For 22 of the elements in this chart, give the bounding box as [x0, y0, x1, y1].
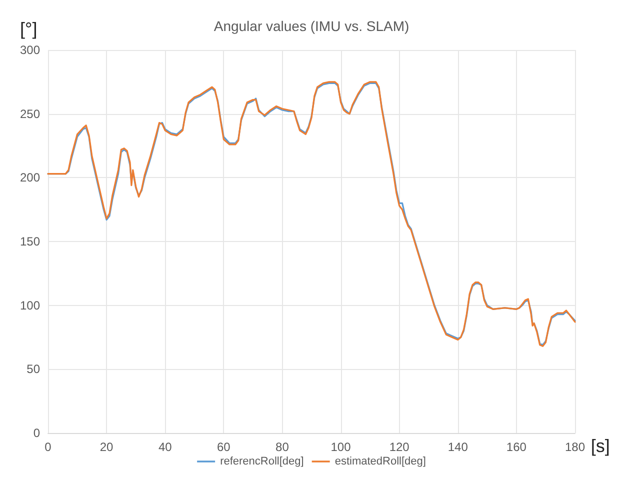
x-tick-label: 100 [330, 440, 352, 454]
legend-label: estimatedRoll[deg] [334, 456, 426, 468]
x-tick-label: 120 [389, 440, 410, 454]
x-tick-label: 40 [158, 440, 172, 454]
chart-title: Angular values (IMU vs. SLAM) [214, 18, 410, 34]
x-tick-label: 140 [448, 440, 468, 454]
y-tick-label: 300 [20, 43, 40, 57]
x-tick-label: 20 [100, 440, 114, 454]
y-axis-title: [°] [20, 19, 38, 39]
y-tick-label: 150 [20, 234, 40, 248]
y-tick-label: 250 [20, 106, 40, 121]
x-tick-label: 80 [276, 440, 290, 454]
y-tick-label: 100 [20, 298, 40, 312]
y-tick-label: 0 [33, 426, 40, 440]
x-tick-label: 180 [564, 440, 586, 454]
y-tick-label: 200 [20, 170, 40, 185]
x-tick-label: 0 [44, 440, 52, 454]
x-tick-label: 60 [216, 440, 231, 454]
x-tick-label: 160 [506, 440, 527, 454]
x-axis-title: [s] [590, 436, 610, 456]
legend-label: referencRoll[deg] [220, 456, 304, 468]
y-tick-label: 50 [26, 362, 40, 376]
